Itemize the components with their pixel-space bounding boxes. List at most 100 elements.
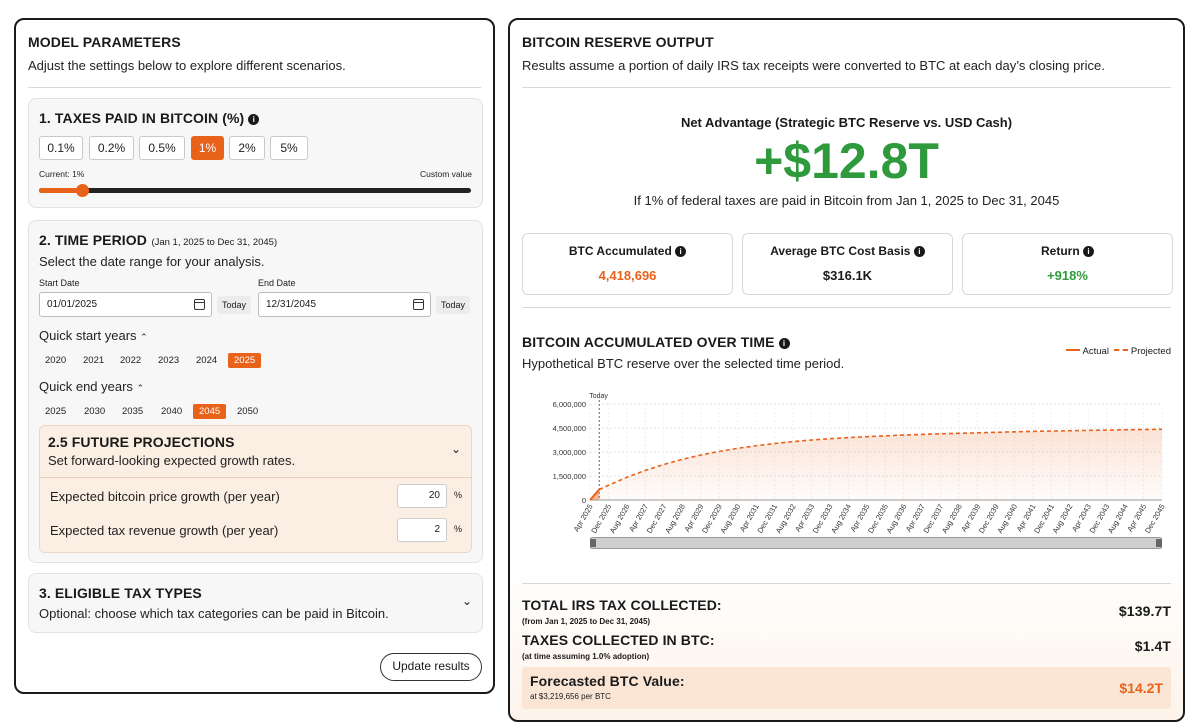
projected-line <box>598 428 1163 491</box>
range-handle-left[interactable] <box>590 539 596 547</box>
net-advantage-note: If 1% of federal taxes are paid in Bitco… <box>633 193 1060 208</box>
total-irs-label-group: TOTAL IRS TAX COLLECTED: (from Jan 1, 20… <box>522 597 722 626</box>
stat-btc-accumulated: BTC Accumulated i 4,418,696 <box>522 233 733 295</box>
start-date-label: Start Date <box>39 278 80 288</box>
tax-option-0.1[interactable]: 0.1% <box>39 136 83 160</box>
taxes-btc-label: TAXES COLLECTED IN BTC: <box>522 632 715 648</box>
bitcoin-reserve-output-panel: BITCOIN RESERVE OUTPUT Results assume a … <box>508 18 1185 722</box>
quick-end-year-selected[interactable]: 2045 <box>193 404 227 419</box>
calendar-icon[interactable] <box>413 299 424 310</box>
tax-slider-fill <box>39 188 83 193</box>
range-handle-right[interactable] <box>1156 539 1162 547</box>
percent-unit: % <box>454 490 463 500</box>
model-parameters-title: MODEL PARAMETERS <box>28 34 181 50</box>
eligible-tax-types-card[interactable]: 3. ELIGIBLE TAX TYPES Optional: choose w… <box>28 573 483 633</box>
quick-end-year[interactable]: 2050 <box>237 406 259 417</box>
quick-start-year[interactable]: 2022 <box>120 355 142 366</box>
output-title: BITCOIN RESERVE OUTPUT <box>522 34 714 50</box>
total-irs-note: (from Jan 1, 2025 to Dec 31, 2045) <box>522 617 651 626</box>
tax-option-2[interactable]: 2% <box>229 136 265 160</box>
end-today-button[interactable]: Today <box>436 296 471 314</box>
net-advantage-value: +$12.8T <box>754 133 939 189</box>
tax-growth-label: Expected tax revenue growth (per year) <box>50 523 279 538</box>
model-parameters-subtitle: Adjust the settings below to explore dif… <box>28 58 346 73</box>
legend-projected: Projected <box>1130 346 1171 357</box>
start-today-button[interactable]: Today <box>217 296 252 314</box>
y-tick-label: 0 <box>582 496 586 505</box>
percent-unit: % <box>454 524 463 534</box>
info-icon[interactable]: i <box>778 338 790 349</box>
legend-actual: Actual <box>1082 346 1109 357</box>
info-icon[interactable]: i <box>1083 246 1094 257</box>
forecast-row: Forecasted BTC Value: at $3,219,656 per … <box>522 667 1171 709</box>
forecast-label: Forecasted BTC Value: <box>530 673 685 689</box>
chevron-up-icon: ⌃ <box>136 383 145 393</box>
stat-return: Return i +918% <box>962 233 1173 295</box>
y-tick-label: 6,000,000 <box>553 400 586 409</box>
eligible-subtitle: Optional: choose which tax categories ca… <box>39 606 389 621</box>
tax-growth-input[interactable]: 2 <box>397 518 447 542</box>
y-tick-label: 3,000,000 <box>553 448 586 457</box>
chevron-down-icon[interactable]: ⌄ <box>450 442 461 456</box>
quick-end-year[interactable]: 2030 <box>84 406 106 417</box>
end-date-label: End Date <box>258 278 296 288</box>
taxes-title: 1. TAXES PAID IN BITCOIN (%) i <box>39 110 260 126</box>
taxes-btc-value: $1.4T <box>1134 638 1171 654</box>
quick-start-year[interactable]: 2024 <box>196 355 218 366</box>
quick-end-toggle[interactable]: Quick end years ⌃ <box>39 379 145 394</box>
end-date-input[interactable]: 12/31/2045 <box>258 292 431 317</box>
quick-start-toggle[interactable]: Quick start years ⌃ <box>39 328 148 343</box>
chevron-up-icon: ⌃ <box>140 332 148 342</box>
actual-line <box>589 488 600 501</box>
quick-start-year-selected[interactable]: 2025 <box>228 353 262 368</box>
taxes-card: 1. TAXES PAID IN BITCOIN (%) i 0.1% 0.2%… <box>28 98 483 208</box>
time-period-subtitle: Select the date range for your analysis. <box>39 254 265 269</box>
tax-slider-track[interactable] <box>39 184 471 197</box>
tax-slider-thumb[interactable] <box>76 184 90 197</box>
chevron-down-icon[interactable]: ⌄ <box>461 594 472 608</box>
tax-option-0.5[interactable]: 0.5% <box>139 136 185 160</box>
tax-option-1[interactable]: 1% <box>191 136 224 160</box>
quick-end-year[interactable]: 2040 <box>161 406 183 417</box>
info-icon[interactable]: i <box>913 246 925 257</box>
current-value-label: Current: 1% <box>39 169 85 179</box>
stat-value: 4,418,696 <box>598 268 657 283</box>
quick-start-year[interactable]: 2021 <box>83 355 105 366</box>
price-growth-label: Expected bitcoin price growth (per year) <box>50 489 280 504</box>
btc-accumulated-chart: 01,500,0003,000,0004,500,0006,000,000Apr… <box>553 393 1167 535</box>
start-date-input[interactable]: 01/01/2025 <box>39 292 212 317</box>
quick-end-year[interactable]: 2035 <box>122 406 144 417</box>
net-advantage-label: Net Advantage (Strategic BTC Reserve vs.… <box>680 115 1013 130</box>
today-label: Today <box>589 393 608 400</box>
quick-end-year[interactable]: 2025 <box>45 406 67 417</box>
output-subtitle: Results assume a portion of daily IRS ta… <box>522 58 1105 73</box>
taxes-btc-note: (at time assuming 1.0% adoption) <box>522 652 650 661</box>
price-growth-input[interactable]: 20 <box>397 484 447 508</box>
chart-range-scrollbar[interactable] <box>590 537 1162 549</box>
quick-start-year[interactable]: 2020 <box>45 355 67 366</box>
projections-subtitle: Set forward-looking expected growth rate… <box>48 453 296 468</box>
tax-option-0.2[interactable]: 0.2% <box>89 136 134 160</box>
total-irs-value: $139.7T <box>1118 603 1171 619</box>
total-irs-label: TOTAL IRS TAX COLLECTED: <box>522 597 722 613</box>
time-period-heading: 2. TIME PERIOD (Jan 1, 2025 to Dec 31, 2… <box>39 232 278 248</box>
chart-title: BITCOIN ACCUMULATED OVER TIME i <box>522 334 790 350</box>
update-results-button[interactable]: Update results <box>380 653 482 681</box>
info-icon[interactable]: i <box>675 246 687 257</box>
taxes-btc-label-group: TAXES COLLECTED IN BTC: (at time assumin… <box>522 632 715 661</box>
stat-avg-cost-basis: Average BTC Cost Basis i $316.1K <box>742 233 953 295</box>
info-icon[interactable]: i <box>248 114 260 125</box>
future-projections-section: 2.5 FUTURE PROJECTIONS Set forward-looki… <box>39 425 472 553</box>
projections-title: 2.5 FUTURE PROJECTIONS <box>48 434 235 450</box>
calendar-icon[interactable] <box>194 299 205 310</box>
stat-value: $316.1K <box>822 268 873 283</box>
custom-value-label: Custom value <box>420 169 472 179</box>
model-parameters-panel: MODEL PARAMETERS Adjust the settings bel… <box>14 18 495 694</box>
chart-legend: Actual Projected <box>1066 346 1171 357</box>
quick-start-year[interactable]: 2023 <box>158 355 180 366</box>
chart-subtitle: Hypothetical BTC reserve over the select… <box>522 356 845 371</box>
projected-area <box>599 429 1162 500</box>
time-period-card: 2. TIME PERIOD (Jan 1, 2025 to Dec 31, 2… <box>28 220 483 563</box>
forecast-note: at $3,219,656 per BTC <box>530 692 611 701</box>
tax-option-5[interactable]: 5% <box>270 136 308 160</box>
